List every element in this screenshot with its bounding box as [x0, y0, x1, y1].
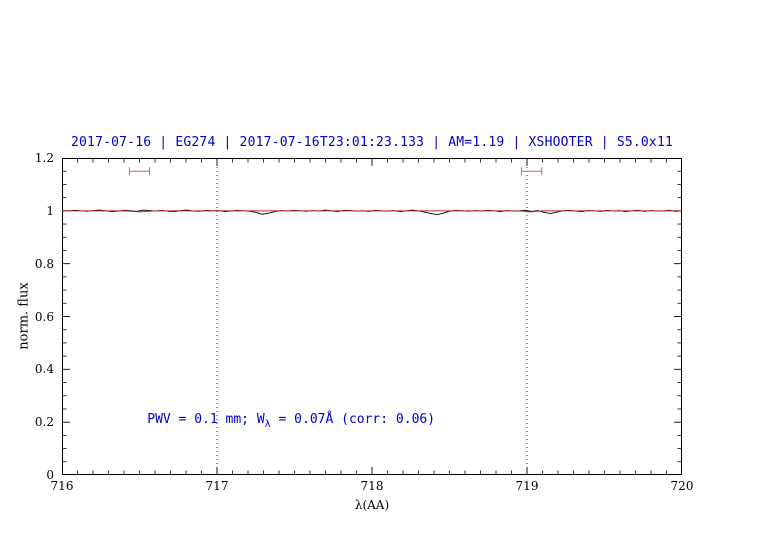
y-tick-label: 1.2: [34, 151, 54, 165]
plot-canvas: [62, 158, 682, 475]
x-tick-label: 717: [205, 479, 229, 493]
x-tick-label: 716: [50, 479, 74, 493]
pwv-annotation-post: = 0.07Å (corr: 0.06): [270, 412, 436, 428]
x-axis-label: λ(AA): [354, 498, 390, 512]
x-tick-label: 720: [670, 479, 694, 493]
y-tick-label: 1: [46, 203, 54, 218]
x-tick-label: 719: [515, 479, 539, 493]
plot-frame: [62, 158, 682, 475]
y-tick-label: 0: [46, 468, 54, 482]
pwv-annotation-sub: λ: [264, 418, 271, 430]
pwv-annotation: PWV = 0.1 mm; Wλ = 0.07Å (corr: 0.06): [147, 412, 435, 430]
telluric-model-line: [62, 210, 682, 213]
y-tick-label: 0.8: [34, 256, 54, 271]
pwv-annotation-pre: PWV = 0.1 mm; W: [147, 412, 265, 428]
plot-area: PWV = 0.1 mm; Wλ = 0.07Å (corr: 0.06): [62, 158, 682, 475]
y-tick-label: 0.6: [34, 309, 54, 324]
x-tick-label: 718: [360, 479, 384, 493]
y-tick-label: 0.2: [34, 415, 54, 430]
y-tick-label: 0.4: [34, 362, 54, 377]
plot-title: 2017-07-16 | EG274 | 2017-07-16T23:01:23…: [71, 135, 673, 150]
